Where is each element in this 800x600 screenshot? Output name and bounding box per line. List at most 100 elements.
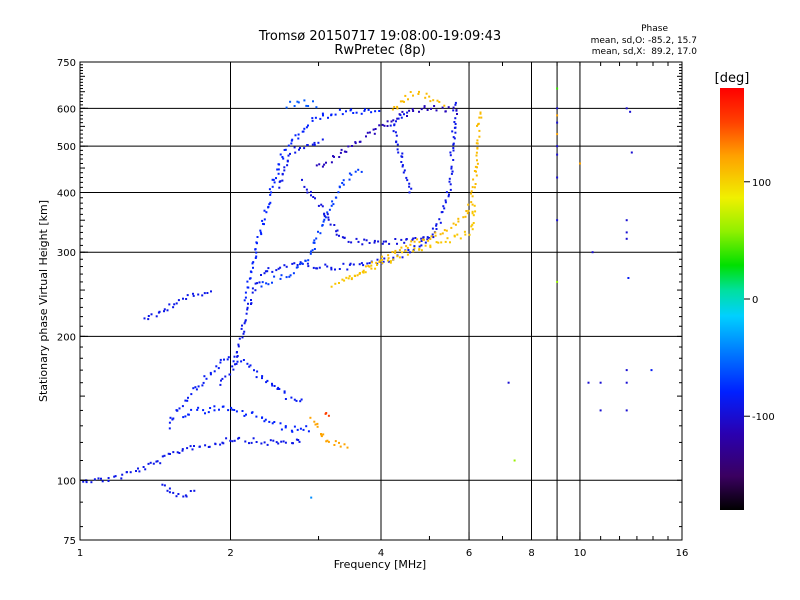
data-point: [418, 241, 421, 244]
y-tick-label: 400: [57, 188, 76, 199]
data-point: [266, 270, 269, 273]
data-point: [396, 242, 398, 245]
data-point: [187, 413, 190, 416]
data-point: [443, 207, 446, 210]
data-point: [284, 441, 287, 444]
phase-info: Phase mean, sd,O: -85.2, 15.7 mean, sd,X…: [591, 24, 698, 57]
data-point: [325, 440, 328, 443]
data-point: [327, 218, 330, 221]
data-point: [176, 451, 179, 454]
data-point: [215, 365, 218, 368]
data-point: [629, 110, 632, 113]
data-point: [341, 236, 344, 239]
data-point: [556, 87, 559, 90]
data-point: [348, 178, 351, 181]
data-point: [337, 191, 340, 194]
data-point: [436, 99, 439, 102]
data-point: [447, 195, 450, 198]
data-point: [209, 407, 212, 409]
data-point: [389, 124, 392, 127]
x-tick-label: 6: [466, 548, 472, 559]
data-point: [442, 205, 445, 208]
data-point: [354, 170, 357, 173]
data-point: [299, 400, 302, 403]
data-point: [323, 163, 326, 166]
data-point: [412, 250, 415, 253]
data-point: [256, 282, 259, 285]
data-point: [284, 398, 287, 400]
data-point: [345, 110, 347, 113]
data-point: [317, 204, 320, 207]
data-point: [556, 219, 559, 222]
data-point: [405, 238, 408, 240]
data-point: [556, 145, 559, 148]
data-point: [306, 191, 309, 194]
data-point: [301, 178, 303, 181]
data-point: [247, 302, 249, 305]
data-point: [443, 229, 446, 232]
data-point: [341, 278, 344, 281]
x-axis-label: Frequency [MHz]: [334, 558, 426, 571]
data-point: [354, 142, 357, 145]
data-point: [400, 155, 403, 158]
data-point: [217, 367, 220, 370]
data-point: [406, 246, 409, 249]
data-point: [429, 100, 432, 103]
data-point: [248, 442, 250, 445]
data-point: [163, 310, 165, 313]
data-point: [360, 262, 363, 265]
data-point: [313, 420, 316, 423]
data-point: [209, 373, 212, 376]
data-point: [401, 100, 404, 103]
data-point: [356, 274, 359, 277]
data-point: [471, 186, 474, 189]
data-point: [480, 116, 483, 119]
data-point: [382, 240, 385, 243]
data-point: [399, 114, 402, 116]
data-point: [192, 292, 194, 295]
data-point: [406, 115, 408, 117]
data-point: [251, 262, 254, 265]
data-point: [270, 191, 273, 194]
data-point: [221, 377, 224, 380]
data-point: [313, 241, 316, 244]
data-point: [466, 212, 469, 215]
data-point: [396, 105, 399, 108]
data-point: [248, 365, 251, 368]
data-point: [311, 249, 314, 252]
data-point: [278, 388, 281, 390]
data-point: [291, 430, 294, 433]
data-point: [476, 159, 478, 162]
data-point: [457, 220, 460, 223]
data-point: [303, 127, 306, 130]
data-point: [233, 439, 236, 442]
data-point: [437, 241, 440, 244]
data-point: [401, 164, 404, 167]
data-point: [397, 151, 400, 154]
data-point: [394, 238, 397, 240]
data-point: [113, 475, 116, 478]
data-point: [467, 203, 470, 206]
data-point: [513, 459, 516, 462]
data-point: [293, 105, 296, 107]
data-point: [454, 126, 457, 129]
data-point: [241, 336, 244, 339]
data-point: [306, 144, 309, 147]
data-point: [231, 408, 234, 411]
data-point: [326, 439, 329, 442]
data-point: [307, 105, 310, 107]
data-point: [350, 173, 353, 176]
data-point: [507, 381, 510, 384]
data-point: [474, 210, 477, 213]
data-point: [261, 377, 263, 380]
data-point: [304, 259, 307, 262]
data-point: [222, 442, 225, 445]
data-point: [297, 133, 300, 136]
data-point: [420, 240, 423, 242]
data-point: [297, 101, 300, 104]
data-point: [240, 360, 243, 363]
data-point: [203, 375, 206, 378]
data-point: [343, 150, 346, 153]
data-point: [285, 265, 288, 268]
data-point: [368, 242, 371, 244]
